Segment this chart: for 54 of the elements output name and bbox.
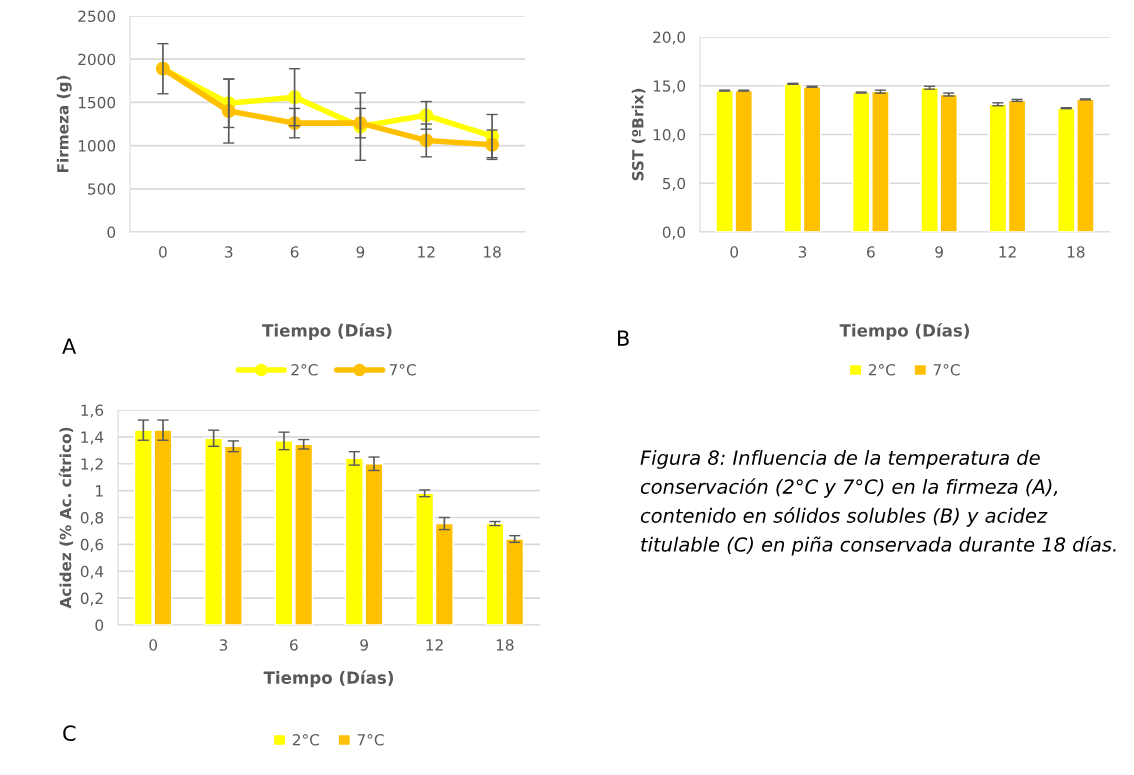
x-tick-label: 0 <box>159 246 167 258</box>
x-tick-label: 18 <box>496 639 514 651</box>
y-axis-title: SST (ºBrix) <box>631 88 646 181</box>
y-tick-label: 0,2 <box>80 592 103 606</box>
y-tick-label: 1 <box>96 485 103 497</box>
x-tick-label: 9 <box>935 246 943 258</box>
y-tick-label: 1500 <box>78 96 116 109</box>
y-tick-label: 5,0 <box>662 177 686 191</box>
y-tick-label: 1000 <box>78 140 116 152</box>
legend-label: 2°C <box>868 364 895 376</box>
x-tick-label: 18 <box>1067 246 1085 258</box>
y-tick-label: 0,6 <box>80 538 104 552</box>
y-tick-label: 0,8 <box>80 511 104 526</box>
legend-label: 7°C <box>389 364 416 376</box>
x-tick-label: 6 <box>290 639 298 651</box>
y-tick-label: 0 <box>107 226 116 239</box>
legend-label: 7°C <box>357 734 384 746</box>
legend-label: 7°C <box>933 364 960 376</box>
y-tick-label: 0,0 <box>662 226 686 240</box>
y-tick-label: 1,2 <box>81 458 103 472</box>
text: B <box>618 330 629 346</box>
y-axis-title: Firmeza (g) <box>56 75 72 173</box>
y-tick-label: 0,4 <box>80 565 104 579</box>
x-tick-label: 0 <box>149 639 158 651</box>
y-tick-label: 2000 <box>78 53 116 66</box>
x-axis-title: Tiempo (Días) <box>262 323 392 340</box>
x-tick-label: 12 <box>999 246 1016 258</box>
x-axis-title: Tiempo (Días) <box>263 670 394 688</box>
text: Figura 8: Influencia de la temperatura de conservación (2°C y 7°C) en la firmeza (A), contenido en sólidos solubles (B) y acidez titulable (C) en piña conservada durante 18 días. <box>640 450 1116 556</box>
x-tick-label: 0 <box>730 246 739 258</box>
legend-label: 2°C <box>292 734 319 746</box>
y-tick-label: 500 <box>88 183 116 195</box>
text: C <box>63 725 76 742</box>
x-tick-label: 3 <box>798 246 807 258</box>
y-tick-label: 15,0 <box>653 80 686 94</box>
x-axis-title: Tiempo (Días) <box>839 323 970 340</box>
x-tick-label: 3 <box>225 246 233 258</box>
y-tick-label: 1,6 <box>81 404 104 418</box>
x-tick-label: 18 <box>484 246 501 258</box>
x-tick-label: 12 <box>418 246 435 258</box>
x-tick-label: 3 <box>219 639 228 651</box>
y-tick-label: 10,0 <box>653 128 686 143</box>
x-tick-label: 9 <box>356 246 365 258</box>
x-tick-label: 9 <box>360 639 368 651</box>
y-axis-title: Acidez (% Ac. cítrico) <box>58 427 74 609</box>
text: A <box>62 338 77 354</box>
y-tick-label: 1,4 <box>81 431 104 445</box>
legend-label: 2°C <box>291 364 318 376</box>
y-tick-label: 20,0 <box>653 31 686 45</box>
y-tick-label: 2500 <box>78 10 116 23</box>
y-tick-label: 0 <box>95 619 104 632</box>
x-tick-label: 12 <box>426 639 443 651</box>
x-tick-label: 6 <box>290 246 299 258</box>
x-tick-label: 6 <box>867 246 875 258</box>
